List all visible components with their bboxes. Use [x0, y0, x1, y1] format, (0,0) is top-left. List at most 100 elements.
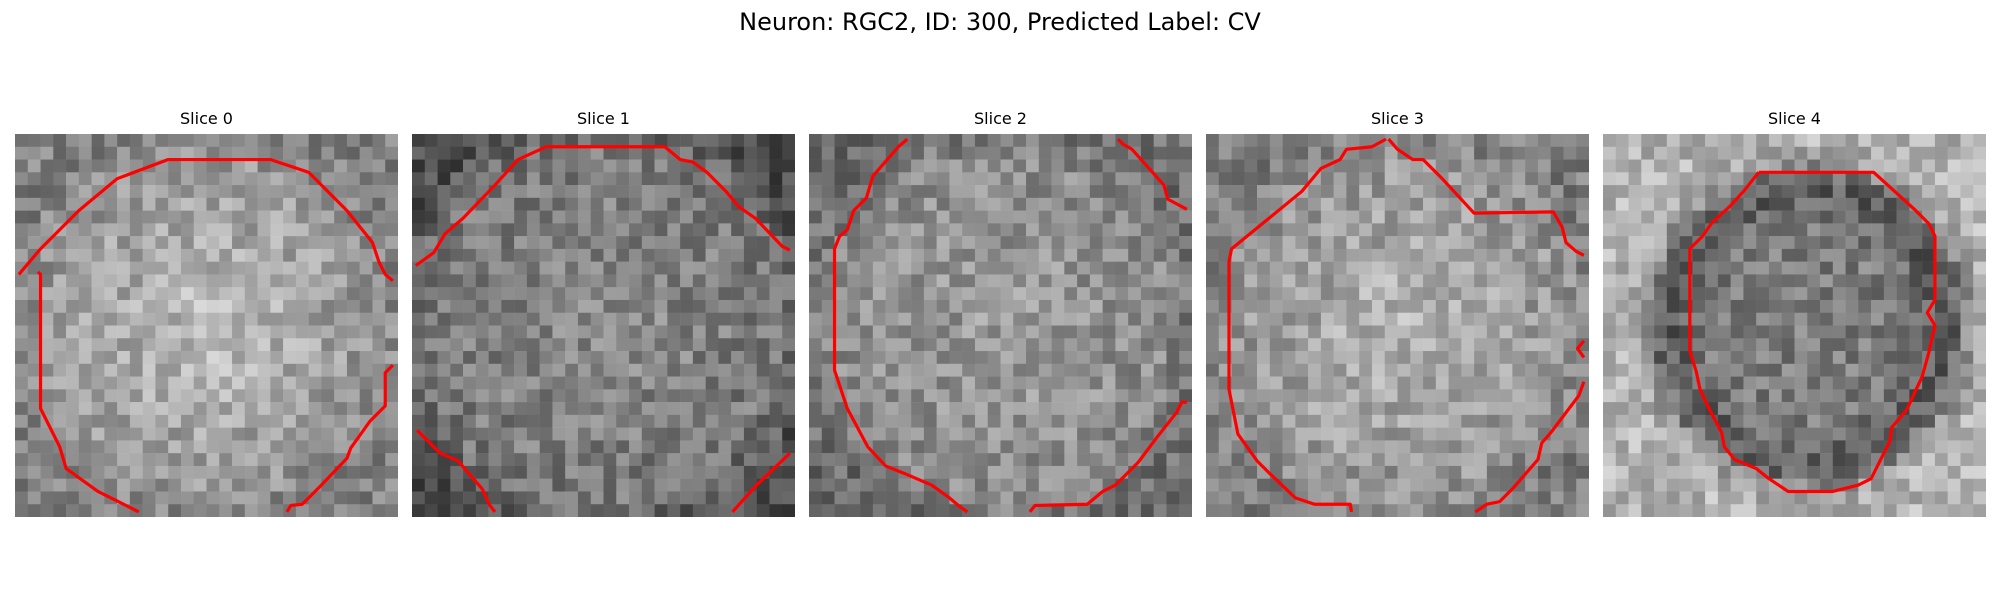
image-pixel	[514, 287, 528, 301]
image-pixel	[308, 274, 322, 288]
image-pixel	[1282, 159, 1296, 173]
image-pixel	[475, 325, 489, 339]
image-pixel	[244, 478, 258, 492]
image-pixel	[1295, 210, 1309, 224]
image-pixel	[860, 414, 874, 428]
image-pixel	[78, 504, 92, 517]
image-pixel	[117, 236, 131, 250]
image-pixel	[1794, 172, 1808, 186]
image-pixel	[1013, 478, 1027, 492]
image-pixel	[1705, 325, 1719, 339]
image-pixel	[1026, 172, 1040, 186]
image-pixel	[1525, 427, 1539, 441]
image-pixel	[1794, 363, 1808, 377]
image-pixel	[488, 197, 502, 211]
image-pixel	[552, 440, 566, 454]
image-pixel	[295, 274, 309, 288]
image-pixel	[974, 427, 988, 441]
image-pixel	[104, 465, 118, 479]
image-pixel	[27, 389, 41, 403]
image-pixel	[1051, 427, 1065, 441]
image-pixel	[1717, 223, 1731, 237]
image-pixel	[78, 363, 92, 377]
image-pixel	[1845, 351, 1859, 365]
image-pixel	[756, 274, 770, 288]
image-pixel	[1922, 389, 1936, 403]
image-pixel	[372, 338, 386, 352]
image-pixel	[308, 338, 322, 352]
image-pixel	[104, 248, 118, 262]
image-pixel	[1807, 389, 1821, 403]
image-pixel	[1320, 185, 1334, 199]
image-pixel	[667, 402, 681, 416]
image-pixel	[308, 351, 322, 365]
image-pixel	[692, 338, 706, 352]
image-pixel	[1794, 453, 1808, 467]
image-pixel	[949, 159, 963, 173]
image-pixel	[769, 261, 783, 275]
image-pixel	[1730, 402, 1744, 416]
image-pixel	[1730, 491, 1744, 505]
image-pixel	[1730, 172, 1744, 186]
image-pixel	[359, 478, 373, 492]
image-pixel	[1410, 376, 1424, 390]
image-pixel	[1218, 465, 1232, 479]
image-pixel	[860, 351, 874, 365]
image-pixel	[1756, 376, 1770, 390]
image-pixel	[834, 427, 848, 441]
image-pixel	[155, 261, 169, 275]
image-pixel	[1089, 134, 1103, 148]
image-pixel	[463, 287, 477, 301]
image-pixel	[1896, 351, 1910, 365]
image-pixel	[27, 376, 41, 390]
image-pixel	[1486, 440, 1500, 454]
image-pixel	[923, 440, 937, 454]
image-pixel	[168, 504, 182, 517]
image-pixel	[295, 197, 309, 211]
image-pixel	[962, 363, 976, 377]
image-pixel	[1435, 402, 1449, 416]
image-pixel	[872, 504, 886, 517]
image-pixel	[1717, 299, 1731, 313]
image-pixel	[1461, 491, 1475, 505]
image-pixel	[244, 299, 258, 313]
image-pixel	[1934, 312, 1948, 326]
image-pixel	[117, 134, 131, 148]
image-pixel	[501, 376, 515, 390]
image-pixel	[590, 299, 604, 313]
image-pixel	[1269, 389, 1283, 403]
image-pixel	[1448, 146, 1462, 160]
image-pixel	[603, 248, 617, 262]
image-pixel	[629, 261, 643, 275]
image-pixel	[616, 414, 630, 428]
image-pixel	[1603, 440, 1617, 454]
image-pixel	[1295, 453, 1309, 467]
image-pixel	[1603, 134, 1617, 148]
image-pixel	[66, 453, 80, 467]
image-pixel	[104, 376, 118, 390]
image-pixel	[1666, 491, 1680, 505]
image-pixel	[1282, 389, 1296, 403]
image-pixel	[1743, 376, 1757, 390]
image-pixel	[731, 312, 745, 326]
image-pixel	[539, 325, 553, 339]
image-pixel	[1486, 363, 1500, 377]
image-pixel	[40, 376, 54, 390]
image-pixel	[1845, 325, 1859, 339]
image-pixel	[78, 389, 92, 403]
image-pixel	[1654, 478, 1668, 492]
image-pixel	[1499, 414, 1513, 428]
image-pixel	[1896, 427, 1910, 441]
image-pixel	[743, 248, 757, 262]
image-pixel	[1768, 146, 1782, 160]
image-pixel	[1909, 134, 1923, 148]
image-pixel	[1051, 236, 1065, 250]
image-pixel	[641, 440, 655, 454]
segmentation-contour	[832, 137, 969, 514]
image-pixel	[629, 453, 643, 467]
image-pixel	[962, 287, 976, 301]
image-pixel	[1628, 389, 1642, 403]
image-pixel	[437, 146, 451, 160]
image-pixel	[295, 402, 309, 416]
image-pixel	[860, 491, 874, 505]
